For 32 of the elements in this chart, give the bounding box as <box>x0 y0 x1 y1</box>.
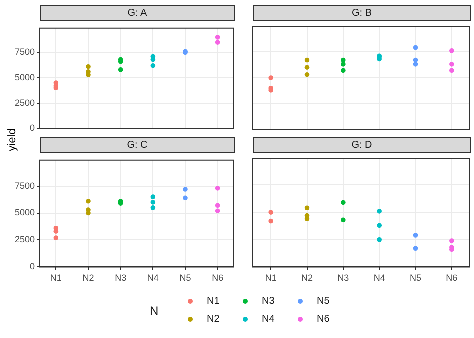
y-tick-label: 2500 <box>14 234 35 245</box>
legend-label: N1 <box>207 296 220 307</box>
x-tick-label: N2 <box>301 273 314 284</box>
x-tick-label: N3 <box>115 273 127 284</box>
chart-title: G: A <box>40 5 235 21</box>
x-tick-label: N5 <box>180 273 192 284</box>
x-tick-label: N5 <box>410 273 422 284</box>
y-tick-label: 5000 <box>14 208 35 218</box>
x-tick-label: N3 <box>338 273 350 284</box>
y-tick-label: 5000 <box>14 72 35 82</box>
chart-title: G: B <box>253 5 471 21</box>
x-tick-label: N6 <box>446 273 458 284</box>
x-tick-label: N4 <box>147 273 159 284</box>
chart-title: G: C <box>40 137 235 153</box>
x-tick-label: N1 <box>265 273 277 284</box>
legend-label: N5 <box>317 296 330 307</box>
x-tick-label: N4 <box>374 273 386 284</box>
y-tick-label: 7500 <box>14 47 35 58</box>
y-tick-label: 2500 <box>14 98 35 108</box>
legend-label: N6 <box>317 314 330 325</box>
y-tick-label: 7500 <box>14 180 35 191</box>
x-tick-label: N1 <box>50 273 62 284</box>
legend-label: N2 <box>207 314 220 325</box>
legend-label: N3 <box>262 296 275 307</box>
x-tick-label: N2 <box>82 273 94 284</box>
y-tick-label: 0 <box>30 123 35 134</box>
legend-title: N <box>150 304 159 318</box>
legend-label: N4 <box>262 314 275 325</box>
chart-title: G: D <box>253 137 471 153</box>
y-tick-label: 0 <box>30 262 35 272</box>
y-axis-title: yield <box>6 128 18 152</box>
x-tick-label: N6 <box>212 273 224 284</box>
